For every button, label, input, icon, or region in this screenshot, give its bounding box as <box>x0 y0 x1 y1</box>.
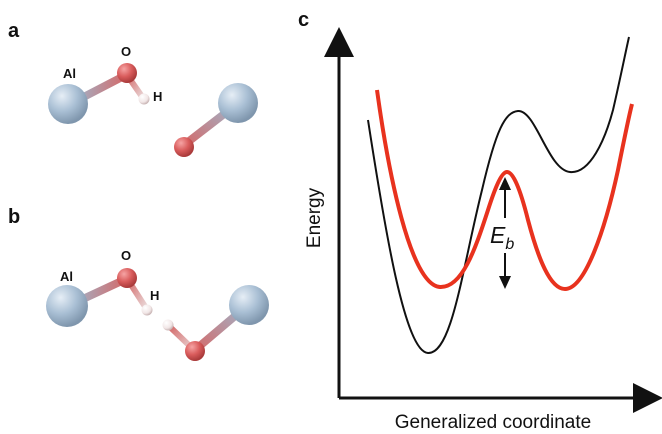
oxygen-atom <box>174 137 194 157</box>
red-energy-curve <box>375 89 634 292</box>
hydrogen-atom <box>141 304 153 316</box>
oxygen-atom <box>117 268 137 288</box>
atom-label-al: Al <box>60 269 73 284</box>
atom-label-h: H <box>150 288 159 303</box>
atom-label-o: O <box>121 44 131 59</box>
y-axis-label: Energy <box>304 187 325 248</box>
panel-b: b Al O H <box>8 206 269 361</box>
up-down-arrow-icon <box>499 177 511 289</box>
atom-label-o: O <box>121 248 131 263</box>
panel-a: a Al O H <box>8 20 258 157</box>
black-energy-curve <box>367 36 630 355</box>
aluminum-atom <box>229 285 269 325</box>
panel-a-label: a <box>8 20 20 42</box>
x-axis-label: Generalized coordinate <box>395 412 591 433</box>
barrier-energy-label: Eb <box>490 222 514 253</box>
aluminum-atom <box>48 84 88 124</box>
panel-c-label: c <box>298 9 309 31</box>
aluminum-atom <box>46 285 88 327</box>
atom-label-h: H <box>153 89 162 104</box>
panel-c: c Eb Energy Generalized coordinate <box>298 9 662 433</box>
oxygen-atom <box>117 63 137 83</box>
oxygen-atom <box>185 341 205 361</box>
atom-label-al: Al <box>63 66 76 81</box>
aluminum-atom <box>218 83 258 123</box>
hydrogen-atom <box>138 93 150 105</box>
panel-b-label: b <box>8 206 20 228</box>
hydrogen-atom <box>162 319 174 331</box>
